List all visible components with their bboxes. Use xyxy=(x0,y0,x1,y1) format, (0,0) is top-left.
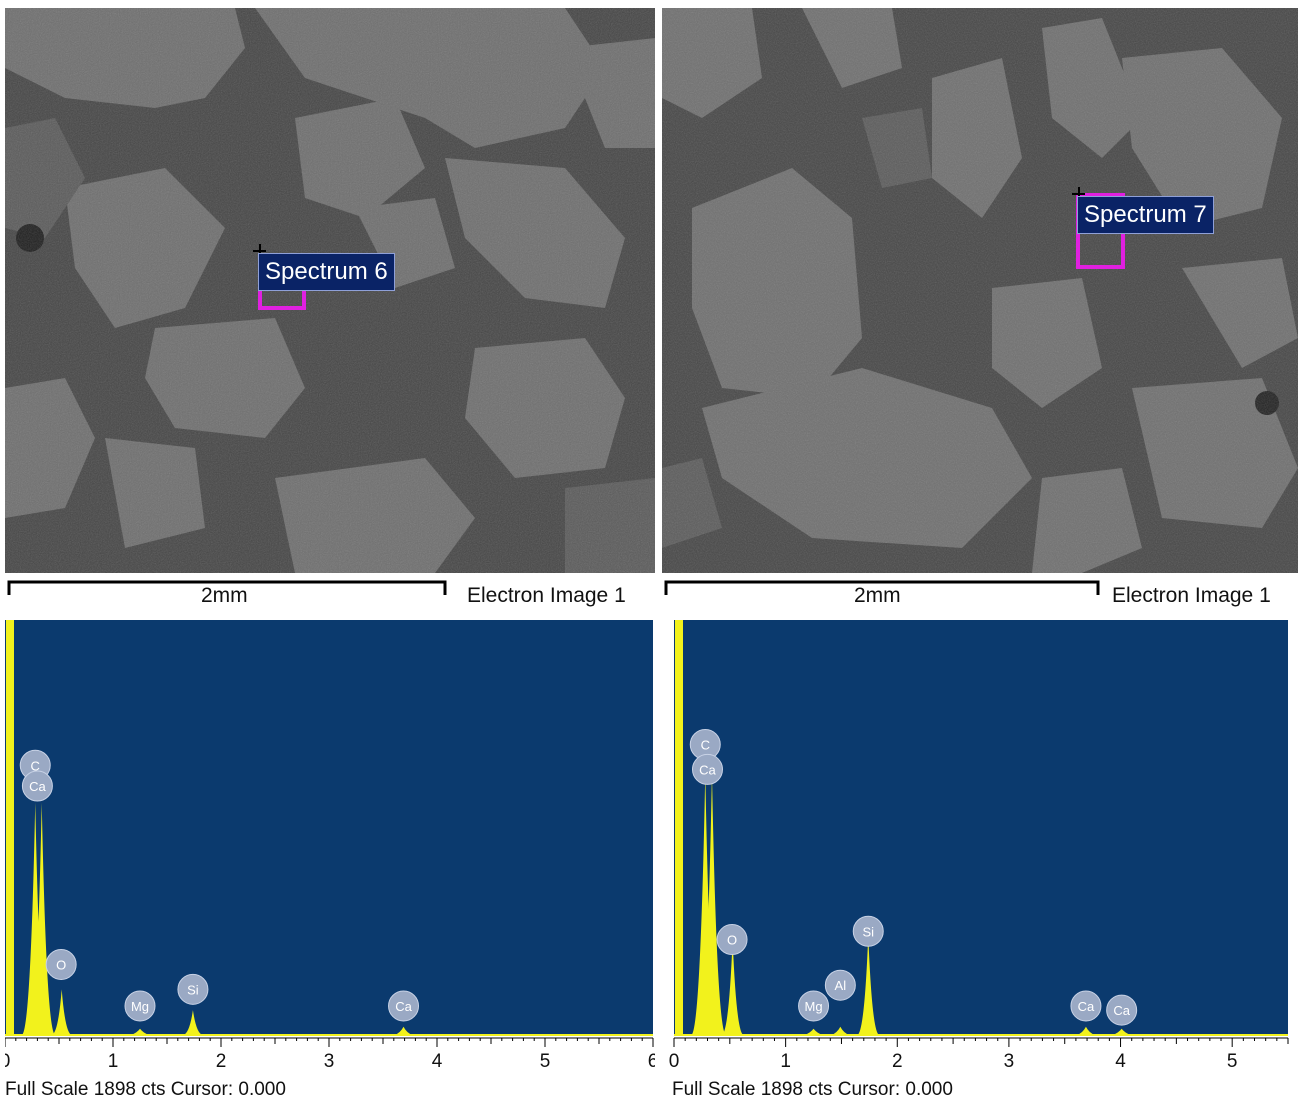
peak-ca xyxy=(28,802,56,1035)
x-tick-label: 1 xyxy=(108,1051,119,1072)
scale-bar xyxy=(664,580,1100,595)
electron-image-label: Electron Image 1 xyxy=(467,584,626,607)
peak-label-ca[interactable]: Ca xyxy=(1070,990,1102,1022)
eds-spectrum-chart: C Ca O Mg Si Ca 0 1 2 3 4 5 6 xyxy=(5,620,655,1072)
peak-label-si[interactable]: Si xyxy=(177,973,209,1005)
peak-al xyxy=(831,1026,850,1035)
right-panel: Spectrum 7 2mm Electron Image 1 C Ca O Mg Al… xyxy=(662,0,1298,1104)
peak-ca xyxy=(697,773,726,1035)
svg-text:Al: Al xyxy=(835,978,847,993)
peak-o xyxy=(721,939,744,1035)
zero-peak xyxy=(6,620,14,1035)
peak-si xyxy=(857,935,880,1035)
peak-label-si[interactable]: Si xyxy=(852,915,884,947)
crosshair-icon xyxy=(253,244,266,257)
scale-bar-row: 2mm Electron Image 1 xyxy=(5,575,655,615)
peak-label-mg[interactable]: Mg xyxy=(124,990,156,1022)
spectrum-tag[interactable]: Spectrum 6 xyxy=(258,253,395,291)
x-tick-label: 1 xyxy=(780,1051,791,1072)
svg-text:Ca: Ca xyxy=(29,779,46,794)
peak-label-o[interactable]: O xyxy=(45,948,77,980)
peak-ca xyxy=(1076,1026,1096,1035)
peak-mg xyxy=(804,1028,823,1035)
svg-text:Ca: Ca xyxy=(1113,1003,1130,1018)
crosshair-icon xyxy=(1072,187,1085,200)
scale-bar-label: 2mm xyxy=(201,584,248,607)
x-tick-label: 3 xyxy=(1004,1051,1015,1072)
plot-area[interactable] xyxy=(674,620,1288,1035)
svg-text:Mg: Mg xyxy=(131,999,149,1014)
peak-mg xyxy=(130,1028,150,1035)
peak-label-ca[interactable]: Ca xyxy=(388,990,420,1022)
electron-micrograph xyxy=(5,8,655,573)
left-panel: Spectrum 6 2mm Electron Image 1 C Ca O Mg Si… xyxy=(5,0,655,1104)
x-tick-label: 4 xyxy=(1115,1051,1126,1072)
x-tick-label: 2 xyxy=(892,1051,903,1072)
peak-label-ca[interactable]: Ca xyxy=(1106,994,1138,1026)
peak-c xyxy=(691,773,720,1035)
spectrum-footer: Full Scale 1898 cts Cursor: 0.000 xyxy=(5,1079,286,1100)
svg-text:Ca: Ca xyxy=(699,762,716,777)
x-tick-label: 2 xyxy=(216,1051,227,1072)
peak-ca xyxy=(1112,1028,1131,1035)
x-tick-label: 5 xyxy=(1227,1051,1238,1072)
electron-image-label: Electron Image 1 xyxy=(1112,584,1271,607)
scale-bar-label: 2mm xyxy=(854,584,901,607)
peak-label-mg[interactable]: Mg xyxy=(798,990,830,1022)
svg-text:C: C xyxy=(31,758,40,773)
x-tick-label: 4 xyxy=(432,1051,443,1072)
peak-ca xyxy=(394,1026,413,1035)
peak-c xyxy=(21,802,49,1035)
svg-text:O: O xyxy=(727,933,737,948)
x-tick-label: 6 xyxy=(648,1051,655,1072)
x-tick-label: 3 xyxy=(324,1051,335,1072)
electron-micrograph xyxy=(662,8,1298,573)
scale-bar-row: 2mm Electron Image 1 xyxy=(662,575,1298,615)
zero-peak xyxy=(675,620,683,1035)
svg-text:Ca: Ca xyxy=(1078,999,1095,1014)
x-tick-label: 5 xyxy=(540,1051,551,1072)
x-tick-label: 0 xyxy=(669,1051,680,1072)
peak-label-ca[interactable]: Ca xyxy=(691,753,723,785)
plot-area[interactable] xyxy=(5,620,653,1035)
spectrum-footer: Full Scale 1898 cts Cursor: 0.000 xyxy=(672,1079,953,1100)
eds-spectrum-chart: C Ca O Mg Al Si Ca Ca 0 1 2 3 4 5 xyxy=(669,620,1289,1072)
peak-o xyxy=(51,989,72,1035)
peak-label-al[interactable]: Al xyxy=(824,969,856,1001)
svg-text:Si: Si xyxy=(187,982,199,997)
svg-text:C: C xyxy=(701,738,710,753)
peak-label-o[interactable]: O xyxy=(716,924,748,956)
spectrum-tag[interactable]: Spectrum 7 xyxy=(1077,196,1214,234)
svg-text:Mg: Mg xyxy=(805,999,823,1014)
svg-text:Si: Si xyxy=(862,924,874,939)
x-tick-label: 0 xyxy=(5,1051,10,1072)
peak-si xyxy=(183,1010,203,1035)
svg-text:Ca: Ca xyxy=(395,999,412,1014)
peak-label-ca[interactable]: Ca xyxy=(21,770,53,802)
svg-text:O: O xyxy=(56,957,66,972)
scale-bar xyxy=(7,580,447,595)
